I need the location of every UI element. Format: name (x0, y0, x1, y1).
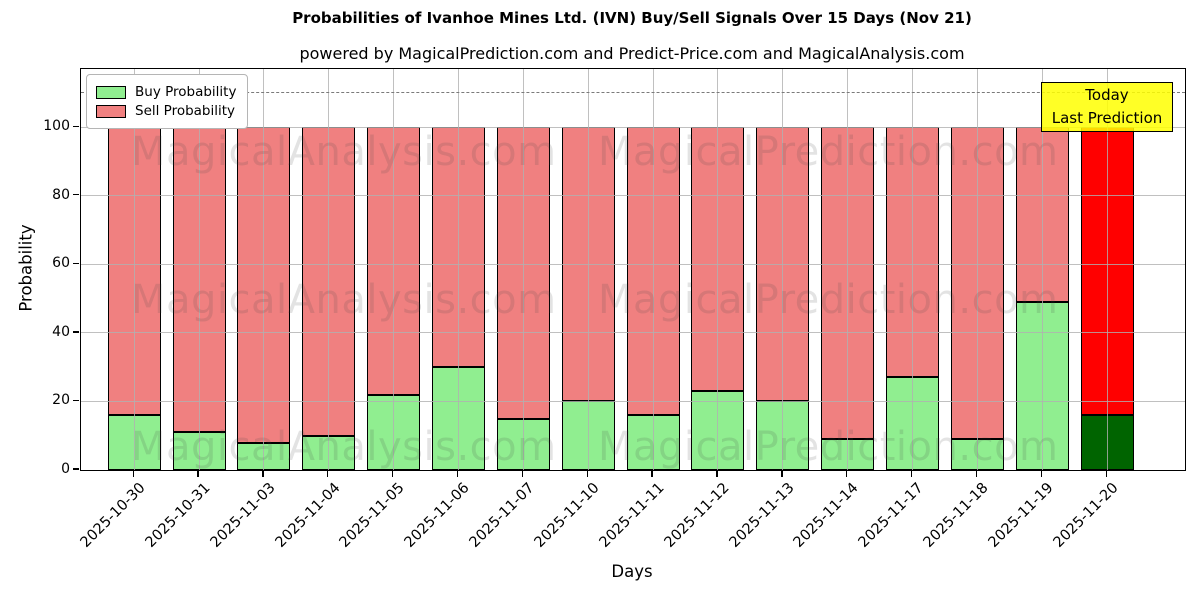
x-tick-mark (1105, 470, 1107, 477)
gridline-vertical (1041, 69, 1043, 470)
gridline-vertical (522, 69, 524, 470)
legend-label-sell: Sell Probability (135, 103, 236, 119)
chart-subtitle: powered by MagicalPrediction.com and Pre… (299, 44, 965, 63)
x-tick-label: 2025-11-13 (726, 480, 798, 551)
x-tick-label: 2025-11-06 (401, 480, 473, 551)
y-tick-label: 40 (52, 323, 70, 340)
watermark-left: MagicalAnalysis.com (131, 129, 557, 175)
gridline-horizontal (81, 400, 1185, 402)
gridline-vertical (976, 69, 978, 470)
x-tick-mark (262, 470, 264, 477)
y-tick-mark (72, 399, 79, 402)
x-tick-label: 2025-11-11 (596, 480, 668, 551)
x-tick-label: 2025-11-19 (985, 480, 1057, 551)
gridline-horizontal (81, 126, 1185, 128)
x-tick-mark (586, 470, 588, 477)
y-tick-mark (72, 194, 79, 196)
today-annotation-line1: Today (1085, 86, 1129, 104)
y-tick-label: 80 (52, 186, 70, 203)
x-tick-mark (392, 470, 394, 477)
x-tick-label: 2025-11-04 (272, 480, 344, 551)
x-tick-mark (910, 470, 913, 477)
x-tick-label: 2025-11-12 (661, 480, 733, 551)
y-tick-mark (72, 125, 79, 127)
gridline-vertical (782, 69, 784, 470)
x-tick-label: 2025-11-20 (1050, 480, 1122, 551)
x-tick-mark (521, 470, 524, 477)
today-annotation-line2: Last Prediction (1051, 109, 1163, 127)
gridline-vertical (587, 69, 589, 470)
gridline-vertical (393, 69, 395, 470)
x-tick-label: 2025-11-10 (531, 480, 603, 551)
x-tick-mark (1040, 470, 1042, 477)
gridline-vertical (717, 69, 719, 470)
y-tick-label: 100 (43, 118, 70, 135)
legend: Buy Probability Sell Probability (86, 74, 249, 129)
x-tick-mark (716, 470, 718, 477)
gridline-horizontal (81, 195, 1185, 197)
x-tick-mark (651, 470, 653, 477)
watermark-right: MagicalPrediction.com (598, 129, 1059, 175)
gridline-vertical (1106, 69, 1108, 470)
x-tick-label: 2025-11-05 (337, 480, 408, 551)
gridline-vertical (198, 69, 200, 470)
x-tick-mark (781, 470, 783, 477)
legend-label-buy: Buy Probability (135, 84, 237, 100)
y-tick-mark (72, 262, 79, 264)
watermark-left: MagicalAnalysis.com (131, 277, 557, 323)
x-tick-mark (327, 470, 329, 477)
x-tick-mark (846, 470, 848, 477)
gridline-vertical (328, 69, 330, 470)
chart-title: Probabilities of Ivanhoe Mines Ltd. (IVN… (292, 9, 972, 27)
gridline-horizontal (81, 263, 1185, 265)
legend-item-sell: Sell Probability (96, 103, 236, 119)
x-axis-title: Days (611, 562, 653, 581)
gridline-vertical (912, 69, 914, 470)
x-tick-mark (132, 470, 134, 477)
watermark-right: MagicalPrediction.com (598, 424, 1059, 470)
x-tick-label: 2025-11-14 (791, 480, 863, 551)
x-tick-mark (197, 470, 199, 477)
gridline-vertical (652, 69, 654, 470)
y-tick-mark (72, 468, 79, 470)
x-tick-label: 2025-11-03 (207, 480, 279, 551)
y-tick-mark (72, 331, 79, 333)
x-tick-label: 2025-11-18 (920, 480, 992, 551)
watermark-left: MagicalAnalysis.com (131, 424, 557, 470)
x-tick-label: 2025-11-17 (855, 480, 927, 551)
y-tick-label: 20 (52, 392, 70, 409)
gridline-vertical (133, 69, 135, 470)
gridline-vertical (458, 69, 460, 470)
x-tick-mark (975, 470, 978, 477)
x-tick-label: 2025-10-31 (142, 480, 214, 551)
dashed-threshold-line (81, 91, 1185, 93)
x-tick-label: 2025-11-07 (466, 480, 538, 551)
plot-area: Buy Probability Sell Probability Today L… (80, 68, 1186, 471)
today-annotation: Today Last Prediction (1041, 82, 1173, 132)
y-tick-label: 60 (52, 255, 70, 272)
legend-buy-swatch-icon (96, 85, 126, 99)
legend-sell-swatch-icon (96, 104, 126, 118)
x-tick-label: 2025-10-30 (77, 480, 149, 551)
x-tick-mark (456, 470, 459, 477)
gridline-horizontal (81, 332, 1185, 334)
watermark-right: MagicalPrediction.com (598, 277, 1059, 323)
y-tick-label: 0 (61, 461, 70, 477)
gridline-vertical (263, 69, 265, 470)
gridline-vertical (847, 69, 849, 470)
legend-item-buy: Buy Probability (96, 84, 236, 100)
